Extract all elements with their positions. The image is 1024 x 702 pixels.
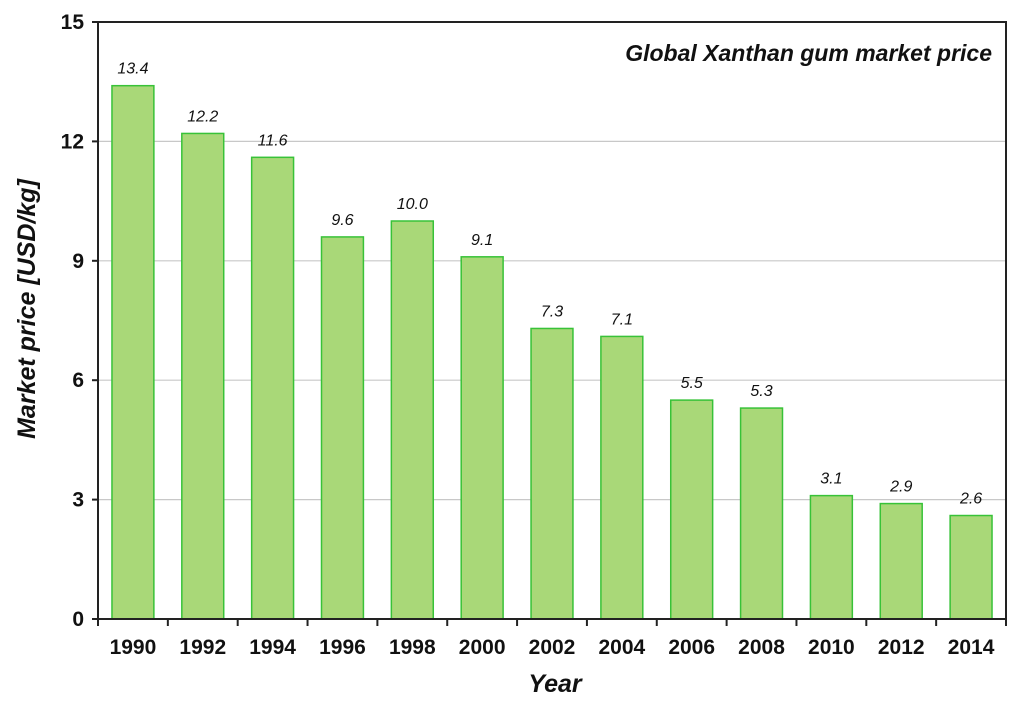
bar-1992	[181, 132, 225, 620]
axes: 0 3 6 9 12 15 1990 1992 1994 1996 1998 2000 2002 2004…	[61, 11, 1007, 659]
x-tick-label: 2004	[598, 636, 645, 659]
data-label-2012: 2.9	[889, 479, 912, 496]
data-label-1990: 13.4	[117, 61, 148, 78]
bar-2014	[949, 514, 993, 620]
x-tick-label: 2008	[738, 636, 785, 659]
data-label-1994: 11.6	[258, 132, 288, 149]
x-tick-label: 1998	[389, 636, 436, 659]
x-tick-label: 2010	[808, 636, 855, 659]
bar-2010	[809, 494, 854, 620]
x-tick-label: 2006	[668, 636, 715, 659]
x-tick-label: 1994	[249, 636, 296, 659]
chart-title: Global Xanthan gum market price	[625, 40, 992, 66]
y-tick-label: 0	[72, 608, 84, 631]
bar-2002	[530, 327, 574, 620]
x-tick-label: 2014	[948, 636, 995, 659]
bar-2008	[739, 407, 784, 620]
x-tick-label: 1996	[319, 636, 366, 659]
bar-1990	[111, 84, 155, 620]
y-axis-title: Market price [USD/kg]	[13, 177, 41, 438]
bar-2006	[669, 399, 714, 620]
bar-1996	[320, 236, 365, 620]
x-tick-label: 1990	[110, 636, 157, 659]
data-label-2004: 7.1	[611, 311, 633, 328]
y-tick-label: 6	[72, 369, 84, 392]
x-tick-label: 2012	[878, 636, 925, 659]
data-label-2014: 2.6	[959, 491, 982, 508]
bar-2000	[460, 256, 504, 620]
x-axis-title: Year	[528, 670, 583, 698]
x-tick-label: 2002	[529, 636, 576, 659]
data-label-2000: 9.1	[471, 232, 493, 249]
x-tick-label: 2000	[459, 636, 506, 659]
data-label-1998: 10.0	[397, 196, 428, 213]
data-label-2006: 5.5	[681, 375, 703, 392]
data-labels: 13.4 12.2 11.6 9.6 10.0 9.1 7.3 7.1 5.5 5.3 3.1 2.9…	[117, 61, 982, 508]
x-tick-label: 1992	[179, 636, 226, 659]
bars	[111, 84, 993, 620]
y-tick-label: 12	[61, 130, 84, 153]
bar-2004	[600, 335, 644, 620]
bar-1998	[390, 220, 435, 620]
data-label-1992: 12.2	[187, 108, 218, 125]
y-tick-label: 3	[72, 489, 84, 512]
data-label-1996: 9.6	[331, 212, 353, 229]
data-label-2010: 3.1	[820, 471, 842, 488]
y-tick-label: 9	[72, 250, 84, 273]
data-label-2002: 7.3	[541, 303, 563, 320]
bar-1994	[250, 156, 295, 620]
y-tick-label: 15	[61, 11, 85, 34]
bar-2012	[879, 502, 923, 620]
data-label-2008: 5.3	[750, 383, 772, 400]
plot-frame	[97, 21, 1007, 620]
